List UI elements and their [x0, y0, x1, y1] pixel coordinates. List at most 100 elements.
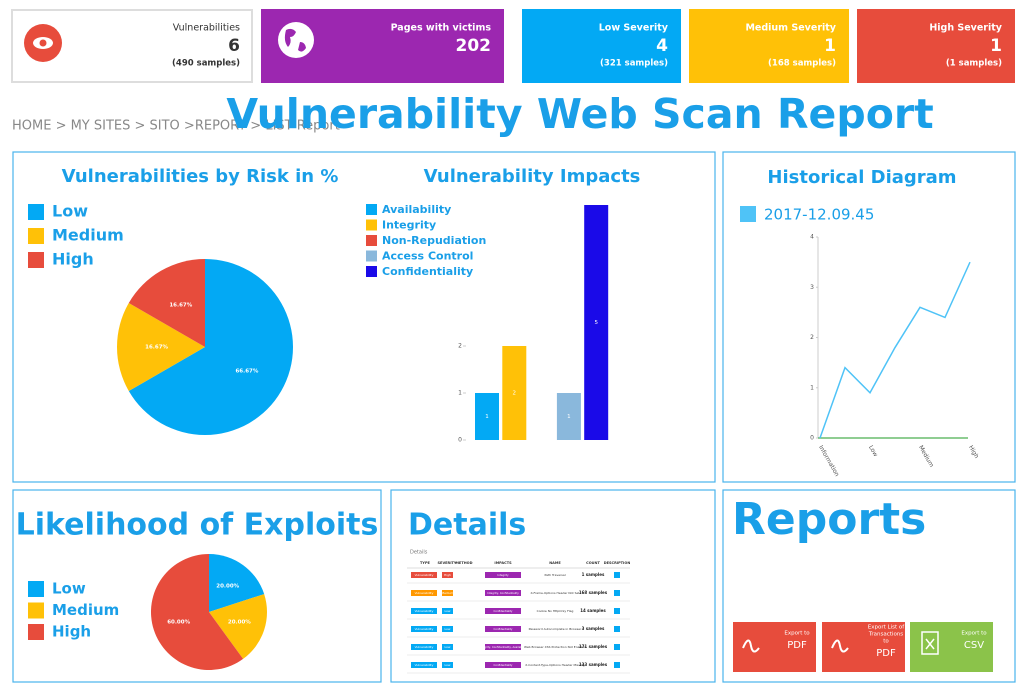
bar: [502, 346, 527, 440]
panel: [722, 151, 1016, 483]
severity-badge: [442, 572, 453, 578]
legend-swatch: [28, 252, 44, 268]
column-header: COUNT: [586, 561, 600, 565]
count-text: 168 samples: [579, 590, 608, 595]
bar-label: 1: [567, 414, 571, 420]
panel: [722, 489, 1016, 683]
pie-slice: [150, 554, 244, 670]
slice-label: 66.67%: [235, 369, 258, 375]
y-tick-label: 4: [810, 234, 814, 241]
card: [857, 9, 1015, 83]
export-button[interactable]: Export to CSV: [910, 622, 993, 672]
export-button[interactable]: Export to PDF: [733, 622, 816, 672]
x-tick-label: Information: [817, 444, 841, 478]
card-value: 1: [824, 36, 836, 56]
legend-swatch: [28, 624, 44, 640]
legend-label: Availability: [382, 203, 451, 216]
card-value: 6: [228, 36, 240, 56]
impact-text: Integrity, Confidentiality, Availability: [479, 645, 527, 649]
type-text: Vulnerability: [415, 573, 434, 577]
legend-label: High: [52, 623, 91, 641]
severity-text: Low: [445, 663, 451, 667]
description-button[interactable]: [614, 590, 620, 596]
card-label: Medium Severity: [745, 23, 836, 34]
legend-label: Access Control: [382, 250, 473, 263]
severity-text: High: [444, 573, 451, 577]
description-button[interactable]: [614, 662, 620, 668]
legend-label: Integrity: [382, 219, 436, 232]
card-label: Vulnerabilities: [173, 23, 240, 34]
x-tick-label: Medium: [917, 444, 935, 468]
bar-label: 2: [513, 391, 517, 397]
bar: [475, 393, 499, 440]
legend-label: Low: [52, 202, 88, 221]
button-format: PDF: [787, 640, 807, 651]
impact-badge: [485, 590, 521, 596]
x-tick-label: High: [967, 444, 980, 460]
legend-label: Confidentiality: [382, 265, 473, 278]
name-text: Path Traversal: [544, 573, 565, 577]
type-badge: [411, 572, 437, 578]
type-text: Vulnerability: [415, 627, 434, 631]
slice-label: 60.00%: [167, 619, 190, 625]
reports-title: Reports: [732, 494, 926, 545]
button-text: to: [883, 639, 889, 645]
csv-icon: [921, 631, 939, 655]
legend-swatch: [366, 266, 377, 277]
legend-label: 2017-12.09.45: [764, 206, 874, 224]
card-label: High Severity: [929, 23, 1002, 34]
type-badge: [411, 590, 437, 596]
description-button[interactable]: [614, 644, 620, 650]
impact-badge: [485, 572, 521, 578]
column-header: NAME: [549, 561, 561, 565]
legend-label: Low: [52, 580, 86, 598]
button-text: Export to: [784, 631, 810, 637]
column-header: METHOD: [455, 561, 472, 565]
chart-title: Vulnerability Impacts: [424, 166, 641, 187]
legend-swatch: [366, 250, 377, 262]
pdf-icon: [831, 639, 849, 653]
card-sub: (321 samples): [600, 59, 668, 69]
card-sub: (1 samples): [946, 59, 1002, 69]
type-badge: [411, 662, 437, 668]
button-text: Export List of: [868, 625, 905, 631]
card: [261, 9, 504, 83]
card: [689, 9, 849, 83]
name-text: Cookie No HttpOnly Flag: [537, 609, 574, 613]
impact-badge: [485, 626, 521, 632]
legend-swatch: [28, 228, 44, 244]
impact-badge: [485, 644, 521, 650]
y-tick-label: 2: [458, 343, 462, 350]
details-title: Details: [408, 508, 526, 543]
eye-icon: [39, 39, 47, 47]
button-text: Export to: [961, 631, 987, 637]
legend-swatch: [28, 204, 44, 220]
legend-swatch: [366, 204, 377, 215]
severity-badge: [442, 644, 453, 650]
severity-badge: [442, 662, 453, 668]
description-button[interactable]: [614, 626, 620, 632]
button-text: Transactions: [868, 632, 903, 638]
chart-title: Vulnerabilities by Risk in %: [62, 166, 339, 187]
type-badge: [411, 608, 437, 614]
details-caption: Details: [410, 550, 428, 556]
bar: [556, 393, 581, 440]
pie-slice: [128, 259, 205, 347]
slice-label: 16.67%: [145, 345, 168, 351]
severity-badge: [442, 590, 453, 596]
y-tick-label: 1: [458, 390, 462, 397]
type-text: Vulnerability: [415, 663, 434, 667]
description-button[interactable]: [614, 608, 620, 614]
count-text: 171 samples: [579, 644, 608, 649]
type-badge: [411, 644, 437, 650]
type-text: Vulnerability: [415, 591, 434, 595]
card: [522, 9, 681, 83]
description-button[interactable]: [614, 572, 620, 578]
impact-badge: [485, 608, 521, 614]
y-tick-label: 0: [810, 435, 814, 442]
bar: [584, 205, 609, 440]
card-sub: (168 samples): [768, 59, 836, 69]
card-value: 202: [456, 36, 492, 56]
